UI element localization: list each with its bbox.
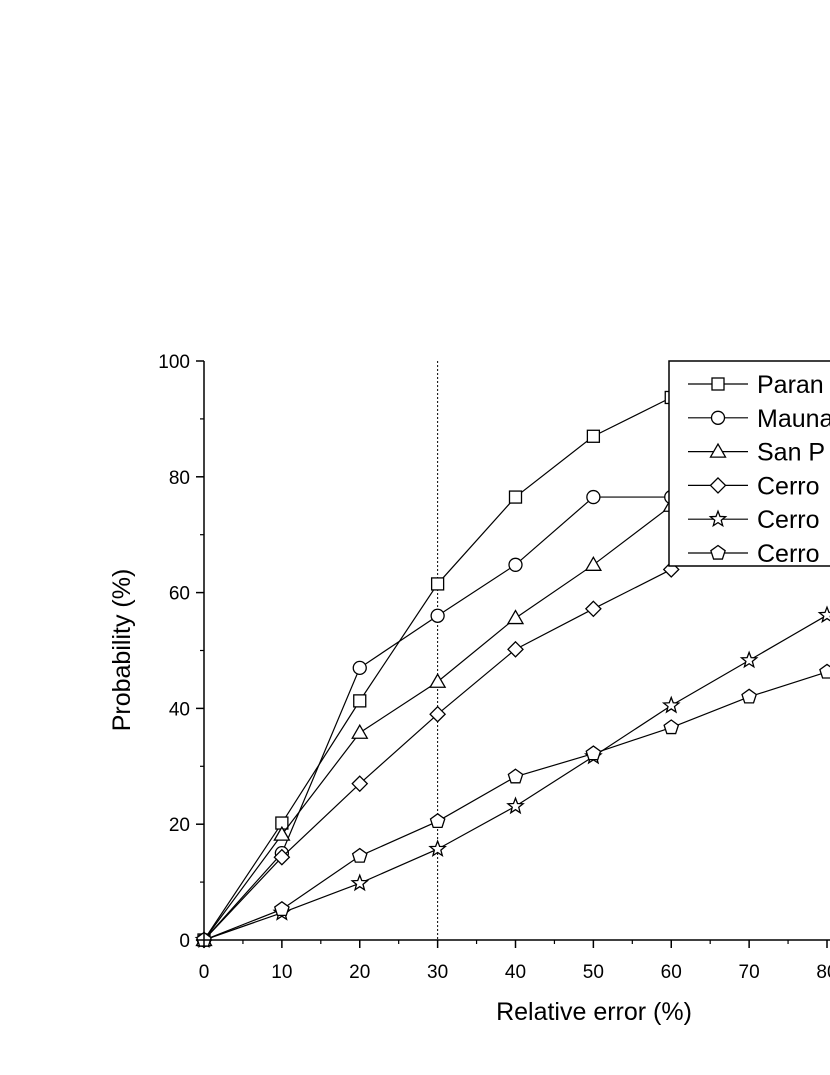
legend-marker (710, 410, 726, 425)
x-tick-label: 60 (661, 962, 682, 983)
legend-marker (710, 544, 726, 560)
data-point (351, 723, 369, 739)
x-tick-label: 30 (427, 962, 448, 983)
legend-label: Cerro (757, 472, 820, 500)
series-pentagon (196, 663, 830, 947)
data-point (353, 694, 367, 708)
y-tick-label: 80 (169, 468, 190, 489)
legend-marker (708, 509, 728, 528)
legend-label: Cerro (757, 506, 820, 534)
data-point (507, 768, 524, 784)
data-point (429, 813, 446, 829)
y-axis-title: Probability (%) (108, 569, 136, 732)
data-point (430, 608, 445, 623)
data-point (273, 848, 291, 866)
data-point (506, 609, 525, 625)
data-point (507, 640, 524, 658)
data-point (663, 719, 680, 735)
y-tick-label: 40 (169, 699, 190, 720)
data-point (508, 557, 523, 572)
data-point (586, 429, 601, 443)
y-tick-label: 0 (179, 931, 190, 952)
data-point (506, 796, 525, 815)
axes: 0 10 20 30 40 50 60 70 80 0 20 40 60 80 100 (158, 352, 830, 983)
data-point (429, 705, 447, 723)
data-point (273, 825, 291, 841)
data-point (741, 688, 758, 704)
x-tick-label: 70 (739, 962, 760, 983)
x-tick-label: 40 (505, 962, 526, 983)
y-tick-label: 60 (169, 584, 190, 605)
data-point (508, 490, 523, 504)
x-axis-title: Relative error (%) (496, 998, 692, 1026)
x-tick-label: 20 (349, 962, 370, 983)
series-group (194, 390, 830, 949)
data-point (428, 672, 447, 688)
x-tick-label: 10 (271, 962, 292, 983)
legend-marker (711, 377, 725, 391)
data-point (586, 489, 601, 505)
x-tick-label: 50 (583, 962, 604, 983)
data-point (273, 901, 290, 917)
y-ticks: 0 20 40 60 80 100 (158, 352, 204, 952)
data-point (585, 745, 602, 761)
data-point (430, 577, 445, 591)
legend-label: Cerro (757, 540, 820, 568)
data-point (428, 839, 447, 858)
data-point (351, 775, 369, 793)
data-point (351, 847, 368, 863)
data-point (817, 605, 830, 624)
legend-marker (709, 442, 727, 458)
x-tick-label: 80 (816, 962, 830, 983)
y-tick-label: 20 (169, 815, 190, 836)
y-tick-label: 100 (158, 352, 190, 373)
legend: Paran Mauna San P Cerro Cerro Cerro (668, 360, 830, 568)
legend-label: Paran (757, 371, 824, 399)
data-point (584, 556, 603, 571)
data-point (352, 660, 367, 676)
legend-label: San P (757, 439, 825, 467)
x-tick-label: 0 (199, 962, 210, 983)
data-point (819, 663, 830, 679)
data-point (584, 600, 602, 618)
legend-box (668, 360, 830, 567)
legend-marker (709, 476, 727, 494)
data-point (739, 650, 759, 669)
data-point (350, 873, 370, 892)
series-square (197, 390, 678, 947)
x-ticks: 0 10 20 30 40 50 60 70 80 (199, 940, 830, 983)
legend-label: Mauna (757, 405, 830, 433)
data-point (661, 695, 681, 714)
